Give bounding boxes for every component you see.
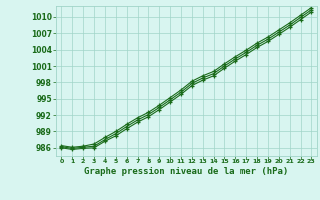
X-axis label: Graphe pression niveau de la mer (hPa): Graphe pression niveau de la mer (hPa) [84, 167, 289, 176]
